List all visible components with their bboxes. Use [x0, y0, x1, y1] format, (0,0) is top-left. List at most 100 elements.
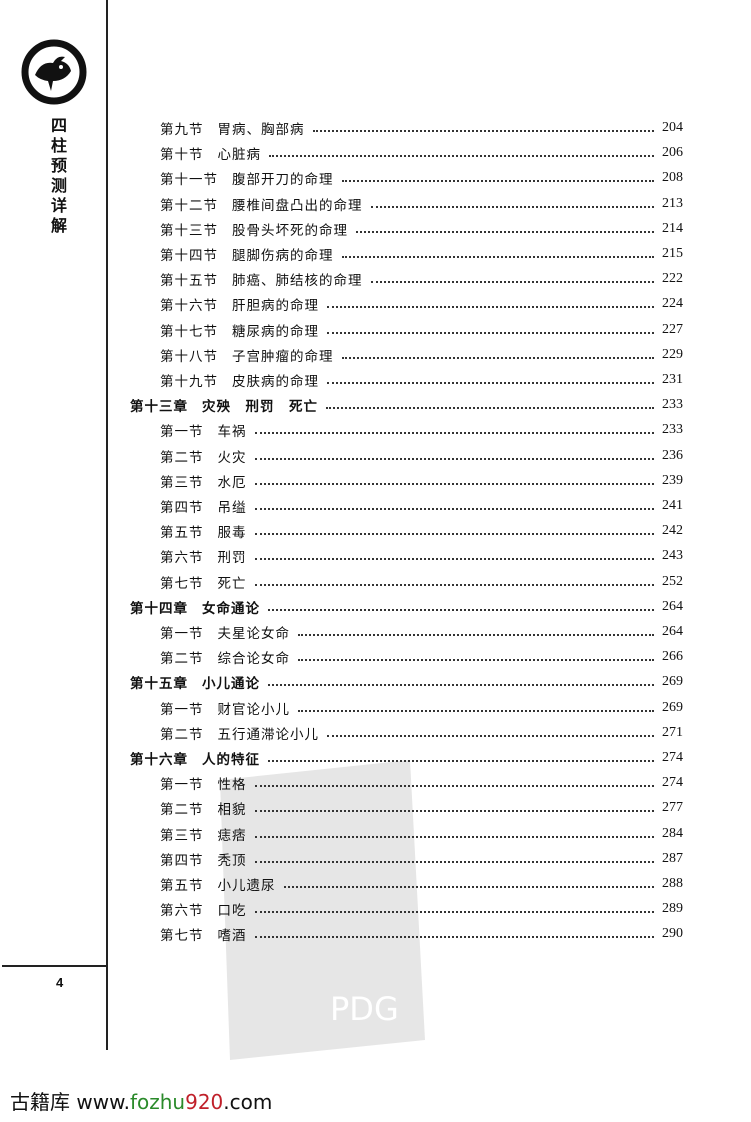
entry-title: 小儿通论: [202, 676, 260, 693]
site-name: 古籍库: [10, 1090, 70, 1114]
entry-title: 服毒: [217, 525, 247, 542]
dot-leader: [341, 180, 654, 183]
url-part: .com: [223, 1090, 273, 1114]
toc-entry-chapter[interactable]: 第十四章 女命通论 264: [130, 597, 683, 617]
entry-page: 231: [662, 372, 683, 387]
entry-title: 水厄: [217, 474, 247, 491]
dot-leader: [254, 583, 654, 586]
toc-entry-chapter[interactable]: 第十三章 灾殃 刑罚 死亡 233: [130, 395, 683, 415]
entry-number: 第十节: [160, 147, 204, 164]
entry-title: 人的特征: [202, 752, 260, 768]
toc-entry-section[interactable]: 第一节 车祸 233: [160, 420, 683, 440]
toc-entry-section[interactable]: 第十五节 肺癌、肺结核的命理 222: [160, 269, 683, 289]
title-char: 详: [50, 196, 67, 215]
margin-horizontal-rule: [2, 965, 107, 967]
dot-leader: [268, 684, 654, 687]
site-footer: 古籍库 www.fozhu920.com: [10, 1086, 272, 1115]
toc-entry-section[interactable]: 第九节 胃病、胸部病 204: [160, 118, 683, 138]
entry-title: 嗜酒: [217, 928, 247, 945]
toc-entry-section[interactable]: 第十节 心脏病 206: [160, 143, 683, 163]
entry-number: 第六节: [160, 550, 204, 567]
entry-number: 第十四节: [160, 248, 218, 264]
entry-title: 女命通论: [202, 600, 260, 617]
entry-page: 264: [662, 624, 683, 639]
toc-entry-section[interactable]: 第十九节 皮肤病的命理 231: [160, 370, 683, 390]
entry-number: 第十五章: [130, 676, 188, 693]
entry-page: 269: [662, 674, 683, 690]
dot-leader: [327, 382, 654, 384]
entry-title: 财官论小儿: [217, 701, 290, 718]
entry-number: 第二节: [160, 651, 204, 668]
entry-page: 274: [662, 750, 683, 765]
entry-page: 229: [662, 346, 683, 362]
dot-leader: [283, 886, 654, 888]
dot-leader: [254, 482, 654, 485]
entry-title: 夫星论女命: [217, 626, 290, 642]
toc-entry-section[interactable]: 第十二节 腰椎间盘凸出的命理 213: [160, 194, 683, 214]
phoenix-seal-logo-icon: [21, 39, 87, 105]
entry-number: 第十二节: [160, 197, 218, 214]
toc-entry-section[interactable]: 第四节 秃顶 287: [160, 849, 683, 869]
dot-leader: [298, 659, 654, 662]
entry-page: 252: [662, 573, 683, 589]
toc-entry-section[interactable]: 第二节 综合论女命 266: [160, 647, 683, 667]
entry-title: 肺癌、肺结核的命理: [232, 273, 363, 290]
dot-leader: [269, 155, 654, 158]
entry-title: 腰椎间盘凸出的命理: [232, 197, 363, 214]
toc-entry-section[interactable]: 第一节 性格 274: [160, 773, 683, 793]
toc-entry-section[interactable]: 第十三节 股骨头坏死的命理 214: [160, 219, 683, 239]
dot-leader: [341, 256, 654, 258]
toc-entry-section[interactable]: 第十四节 腿脚伤病的命理 215: [160, 244, 683, 264]
toc-entry-section[interactable]: 第七节 死亡 252: [160, 572, 683, 592]
title-char: 解: [50, 216, 67, 235]
entry-page: 269: [662, 699, 683, 715]
toc-entry-section[interactable]: 第一节 夫星论女命 264: [160, 622, 683, 642]
entry-number: 第二节: [160, 802, 204, 819]
toc-entry-section[interactable]: 第十八节 子宫肿瘤的命理 229: [160, 345, 683, 365]
toc-entry-section[interactable]: 第十七节 糖尿病的命理 227: [160, 320, 683, 340]
entry-page: 233: [662, 422, 683, 438]
dot-leader: [254, 835, 654, 838]
entry-page: 227: [662, 321, 683, 337]
toc-entry-section[interactable]: 第七节 嗜酒 290: [160, 924, 683, 944]
toc-entry-section[interactable]: 第十六节 肝胆病的命理 224: [160, 294, 683, 314]
toc-entry-section[interactable]: 第二节 相貌 277: [160, 798, 683, 818]
toc-entry-section[interactable]: 第二节 火灾 236: [160, 446, 683, 466]
toc-entry-section[interactable]: 第一节 财官论小儿 269: [160, 698, 683, 718]
entry-number: 第五节: [160, 878, 204, 894]
dot-leader: [254, 810, 654, 813]
entry-title: 性格: [217, 777, 247, 794]
entry-number: 第十六节: [160, 298, 218, 315]
toc-entry-section[interactable]: 第三节 痣痞 284: [160, 824, 683, 844]
entry-number: 第十一节: [160, 172, 218, 189]
entry-page: 236: [662, 447, 683, 463]
toc-entry-section[interactable]: 第四节 吊缢 241: [160, 496, 683, 516]
toc-entry-section[interactable]: 第六节 刑罚 243: [160, 546, 683, 566]
entry-title: 糖尿病的命理: [232, 323, 319, 340]
entry-number: 第三节: [160, 474, 204, 491]
toc-entry-section[interactable]: 第五节 小儿遗尿 288: [160, 874, 683, 894]
toc-entry-section[interactable]: 第三节 水厄 239: [160, 471, 683, 491]
toc-entry-section[interactable]: 第五节 服毒 242: [160, 521, 683, 541]
toc-entry-section[interactable]: 第六节 口吃 289: [160, 899, 683, 919]
entry-number: 第十七节: [160, 323, 218, 340]
dot-leader: [268, 760, 654, 762]
toc-entry-chapter[interactable]: 第十六章 人的特征 274: [130, 748, 683, 768]
entry-title: 皮肤病的命理: [232, 374, 319, 390]
entry-title: 灾殃 刑罚 死亡: [202, 399, 318, 416]
entry-title: 刑罚: [217, 550, 247, 567]
dot-leader: [327, 306, 654, 309]
toc-entry-section[interactable]: 第十一节 腹部开刀的命理 208: [160, 168, 683, 188]
toc-entry-chapter[interactable]: 第十五章 小儿通论 269: [130, 672, 683, 692]
entry-page: 277: [662, 800, 683, 816]
entry-title: 车祸: [217, 424, 247, 441]
toc-entry-section[interactable]: 第二节 五行通滞论小儿 271: [160, 723, 683, 743]
entry-page: 288: [662, 876, 683, 891]
entry-number: 第十三章: [130, 399, 188, 416]
entry-number: 第十九节: [160, 374, 218, 390]
entry-page: 242: [662, 523, 683, 539]
site-url[interactable]: www.fozhu920.com: [76, 1090, 272, 1114]
dot-leader: [341, 356, 654, 359]
margin-vertical-rule: [106, 0, 108, 1050]
entry-page: 290: [662, 926, 683, 942]
